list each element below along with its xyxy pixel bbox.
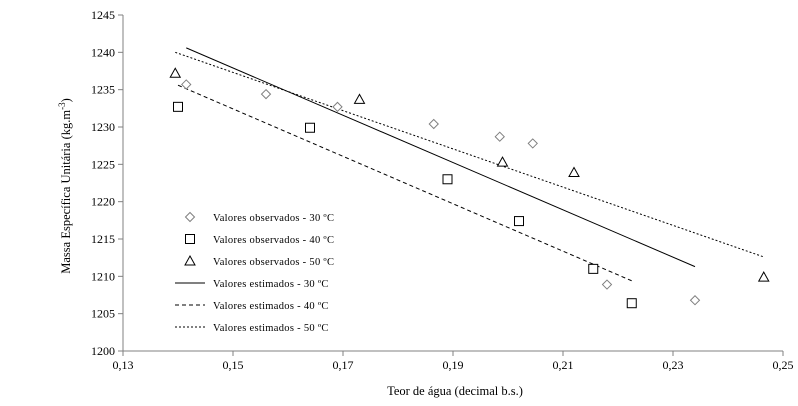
x-tick-label: 0,15 — [223, 358, 244, 372]
x-tick-label: 0,19 — [443, 358, 464, 372]
diamond-point — [260, 88, 272, 100]
y-axis-title-suffix: ) — [59, 98, 73, 102]
observed-points — [169, 67, 770, 309]
y-tick-label: 1235 — [91, 83, 115, 97]
diamond-point — [494, 131, 505, 142]
x-axis-title: Teor de água (decimal b.s.) — [387, 384, 523, 398]
x-tick-label: 0,23 — [663, 358, 684, 372]
diamond-point — [428, 118, 439, 130]
fit-line-3 — [175, 51, 764, 258]
legend-label: Valores observados - 50 ºC — [213, 257, 334, 268]
y-tick-label: 1230 — [91, 120, 115, 134]
y-axis-title: Massa Específica Unitária (kg.m-3) — [57, 98, 73, 274]
diamond-point — [332, 101, 343, 113]
diamond-point — [181, 79, 192, 90]
square-point — [173, 101, 183, 112]
fitted-lines — [175, 47, 764, 282]
square-point — [514, 216, 524, 227]
y-tick-label: 1225 — [91, 157, 115, 171]
square-point — [588, 263, 599, 274]
legend-label: Valores observados - 40 ºC — [213, 235, 334, 246]
y-tick-label: 1210 — [91, 269, 115, 283]
diamond-point — [527, 138, 538, 149]
y-tick-label: 1240 — [91, 45, 115, 59]
legend-marker-swatch — [184, 254, 196, 266]
y-tick-label: 1220 — [91, 195, 115, 209]
legend-marker-swatch — [185, 234, 195, 244]
y-axis-title-main: Massa Específica Unitária (kg.m — [59, 110, 73, 274]
legend-label: Valores estimados - 40 ºC — [213, 301, 329, 312]
y-tick-label: 1245 — [91, 8, 115, 22]
legend-label: Valores estimados - 50 ºC — [213, 323, 329, 334]
triangle-point — [568, 166, 580, 178]
legend: Valores observados - 30 ºC Valores observ… — [175, 211, 334, 334]
x-tick-label: 0,17 — [333, 358, 354, 372]
triangle-point — [353, 93, 366, 104]
y-tick-label: 1205 — [91, 307, 115, 321]
square-point — [626, 298, 637, 309]
legend-label: Valores observados - 30 ºC — [213, 213, 334, 224]
x-tick-label: 0,25 — [773, 358, 794, 372]
fit-line-1 — [186, 47, 696, 268]
fit-line-2 — [177, 84, 632, 282]
triangle-point — [757, 271, 770, 282]
legend-marker-swatch — [184, 211, 196, 223]
square-point — [305, 122, 315, 133]
diamond-point — [601, 279, 613, 290]
triangle-point — [496, 156, 509, 167]
diamond-point — [689, 295, 701, 306]
y-tick-label: 1200 — [91, 344, 115, 358]
axes: 0,13 0,15 0,17 0,19 0,21 0,23 0,25 1200 1205 1210… — [91, 8, 794, 372]
x-tick-label: 0,21 — [553, 358, 574, 372]
legend-label: Valores estimados - 30 ºC — [213, 279, 329, 290]
y-tick-label: 1215 — [91, 232, 115, 246]
triangle-point — [169, 67, 182, 78]
y-axis-title-superscript: -3 — [57, 102, 67, 110]
square-point — [442, 174, 453, 185]
x-tick-label: 0,13 — [113, 358, 134, 372]
